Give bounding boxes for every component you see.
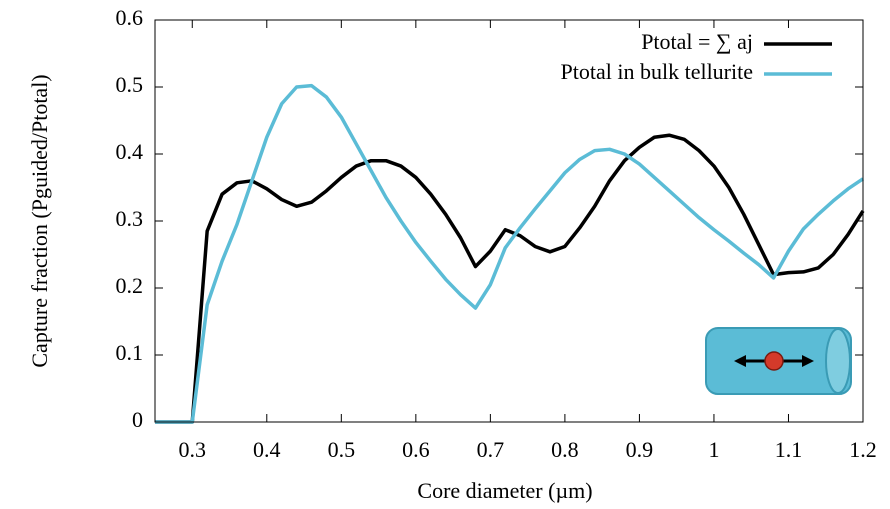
x-tick-label: 0.3 — [179, 437, 207, 462]
x-tick-label: 0.6 — [402, 437, 430, 462]
x-tick-label: 1.2 — [849, 437, 877, 462]
arrow-head — [802, 355, 814, 367]
y-tick-label: 0.1 — [116, 340, 144, 365]
fiber-end — [825, 328, 851, 394]
y-tick-label: 0.2 — [116, 273, 144, 298]
series-line — [155, 133, 865, 424]
x-tick-label: 0.4 — [253, 437, 281, 462]
fiber-icon — [705, 327, 852, 395]
x-axis-label: Core diameter (µm) — [417, 478, 592, 503]
x-tick-label: 1 — [708, 437, 719, 462]
x-tick-label: 0.9 — [626, 437, 654, 462]
y-tick-label: 0.4 — [116, 139, 144, 164]
x-tick-label: 0.5 — [328, 437, 356, 462]
emitter — [764, 351, 784, 371]
legend-label: Ptotal = ∑ aj — [641, 29, 753, 54]
arrow-head — [734, 355, 746, 367]
series-line — [155, 83, 864, 424]
y-tick-label: 0.6 — [116, 5, 144, 30]
y-tick-label: 0.3 — [116, 206, 144, 231]
y-axis-label: Capture fraction (Pguided/Ptotal) — [27, 74, 52, 367]
x-tick-label: 0.7 — [477, 437, 505, 462]
y-tick-label: 0 — [132, 407, 143, 432]
y-tick-label: 0.5 — [116, 72, 144, 97]
legend-label: Ptotal in bulk tellurite — [561, 59, 753, 84]
plot-frame — [154, 19, 864, 423]
x-tick-label: 0.8 — [551, 437, 579, 462]
x-tick-label: 1.1 — [775, 437, 803, 462]
